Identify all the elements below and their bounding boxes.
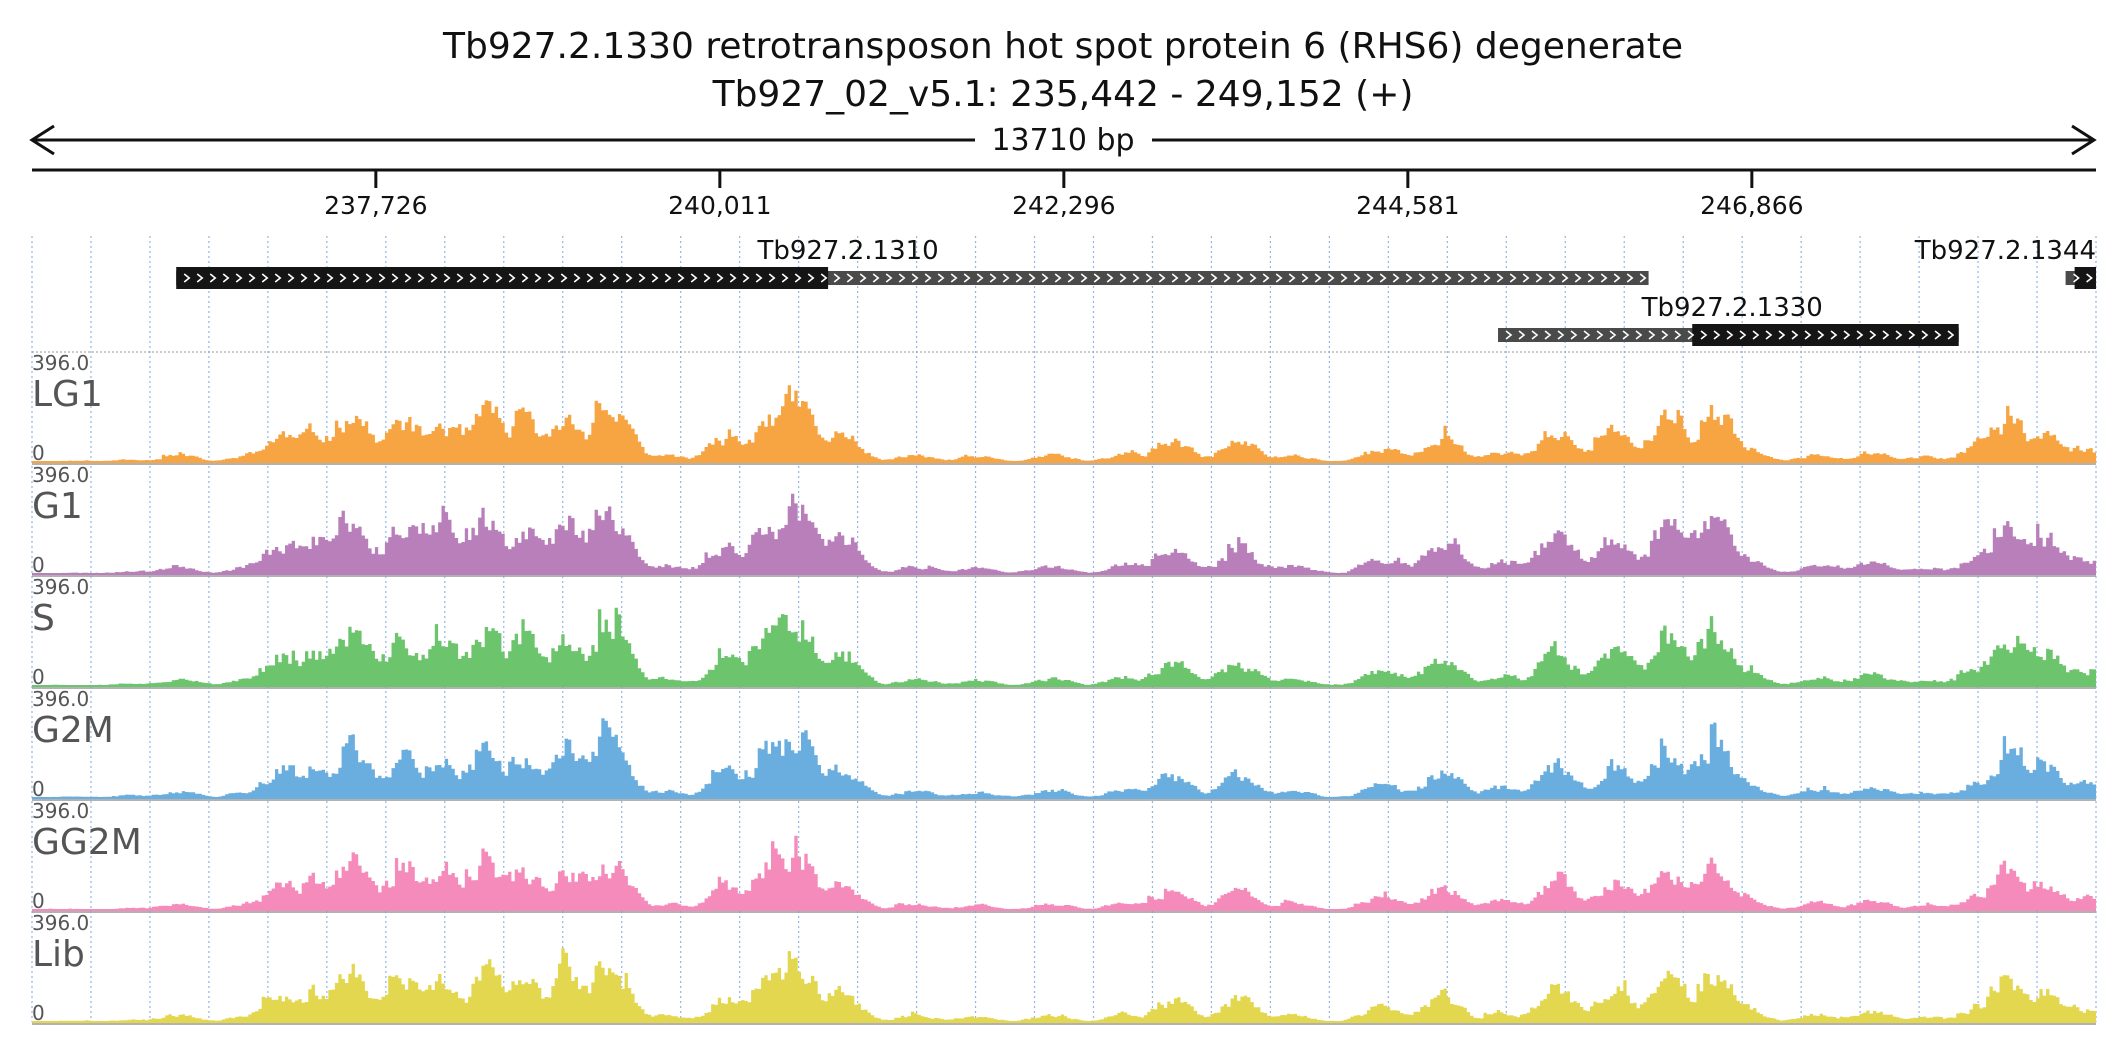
coverage-area [32, 835, 2096, 910]
gene-label: Tb927.2.1310 [756, 236, 938, 266]
gene-track: Tb927.2.1310 Tb927.2.1344 Tb927.2.1330 [176, 236, 2096, 346]
track-max-label: 396.0 [32, 463, 89, 487]
gene-label: Tb927.2.1330 [1641, 293, 1823, 323]
axis-ticks: 237,726 240,011 242,296 244,581 246,866 [324, 170, 1804, 220]
x-tick-label-0: 237,726 [324, 191, 427, 220]
coverage-area [32, 607, 2096, 686]
track-min-label: 0 [32, 777, 45, 801]
track-min-label: 0 [32, 889, 45, 913]
track-name: GG2M [32, 822, 142, 863]
span-length-label: 13710 bp [991, 123, 1134, 158]
track-name: S [32, 598, 55, 639]
span-arrow-right [2071, 124, 2097, 156]
coverage-area [32, 948, 2096, 1022]
track-max-label: 396.0 [32, 575, 89, 599]
coverage-area [32, 385, 2096, 462]
gene-Tb927.2.1330[interactable]: Tb927.2.1330 [1498, 293, 1959, 346]
track-min-label: 0 [32, 441, 45, 465]
gene-cds-bar [2074, 267, 2096, 289]
track-max-label: 396.0 [32, 799, 89, 823]
span-ruler: 13710 bp [29, 123, 2097, 158]
track-max-label: 396.0 [32, 687, 89, 711]
track-min-label: 0 [32, 1001, 45, 1025]
gene-Tb927.2.1310[interactable]: Tb927.2.1310 [176, 236, 1649, 289]
track-name: G2M [32, 710, 114, 751]
track-name: Lib [32, 934, 85, 975]
coverage-tracks: 396.0LG10396.0G10396.0S0396.0G2M0396.0GG… [32, 351, 2096, 1025]
track-G1: 396.0G1 0 [32, 463, 2096, 577]
gene-Tb927.2.1344[interactable]: Tb927.2.1344 [1914, 236, 2096, 289]
track-name: G1 [32, 486, 83, 527]
strand-arrows [2073, 273, 2093, 283]
coverage-area [32, 493, 2096, 574]
track-min-label: 0 [32, 665, 45, 689]
x-tick-label-3: 244,581 [1356, 191, 1459, 220]
track-min-label: 0 [32, 553, 45, 577]
track-S: 396.0S 0 [32, 575, 2096, 689]
x-tick-label-4: 246,866 [1700, 191, 1803, 220]
gene-label: Tb927.2.1344 [1914, 236, 2096, 266]
strand-arrows [1505, 330, 1955, 340]
span-arrow-left [29, 124, 55, 156]
track-max-label: 396.0 [32, 911, 89, 935]
track-max-label: 396.0 [32, 351, 89, 375]
x-tick-label-1: 240,011 [668, 191, 771, 220]
x-tick-label-2: 242,296 [1012, 191, 1115, 220]
coordinate-axis: 237,726 240,011 242,296 244,581 246,866 [32, 168, 2096, 220]
chart-title: Tb927.2.1330 retrotransposon hot spot pr… [442, 26, 1683, 67]
strand-arrows [183, 273, 1647, 283]
track-name: LG1 [32, 374, 103, 415]
gene-cds-bar [1692, 324, 1959, 346]
coverage-area [32, 718, 2096, 798]
chart-subtitle: Tb927_02_v5.1: 235,442 - 249,152 (+) [712, 74, 1414, 115]
